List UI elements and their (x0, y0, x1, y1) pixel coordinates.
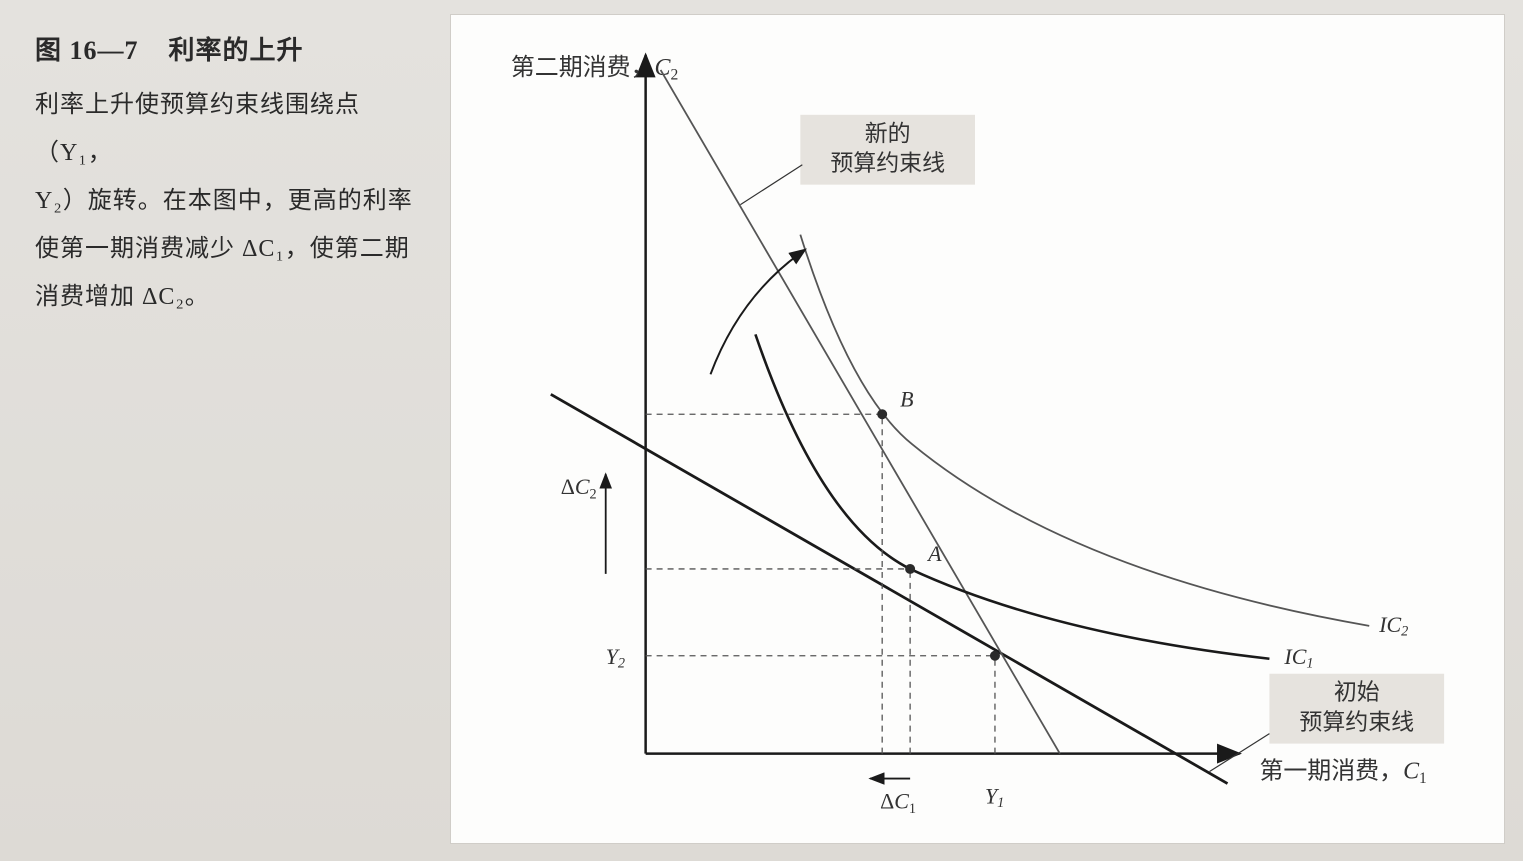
caption-line: Y₂）旋转。在本图中，更高的利率 (35, 177, 435, 225)
figure-title-text: 利率的上升 (169, 36, 304, 65)
svg-text:B: B (900, 386, 913, 411)
svg-text:第二期消费，C2: 第二期消费，C2 (511, 54, 678, 84)
svg-text:IC1: IC1 (1283, 644, 1313, 672)
figure-number: 图 16—7 (35, 36, 139, 65)
figure-title: 图 16—7 利率的上升 (35, 30, 435, 67)
chart-panel: 第二期消费，C2第一期消费，C1ABY1Y2IC1IC2新的预算约束线初始预算约… (450, 14, 1505, 844)
svg-text:预算约束线: 预算约束线 (1299, 710, 1414, 735)
svg-text:初始: 初始 (1334, 680, 1380, 705)
svg-text:Y1: Y1 (985, 783, 1004, 811)
svg-text:IC2: IC2 (1378, 612, 1408, 640)
svg-text:预算约束线: 预算约束线 (830, 151, 945, 176)
caption-line: 使第一期消费减少 ΔC₁，使第二期 (35, 225, 435, 273)
svg-text:Y2: Y2 (606, 644, 625, 672)
figure-caption: 利率上升使预算约束线围绕点（Y₁， Y₂）旋转。在本图中，更高的利率 使第一期消… (35, 81, 435, 321)
svg-text:ΔC2: ΔC2 (561, 474, 597, 502)
caption-line: 消费增加 ΔC₂。 (35, 273, 435, 321)
svg-text:ΔC1: ΔC1 (880, 788, 916, 816)
svg-text:新的: 新的 (865, 121, 911, 146)
chart-svg: 第二期消费，C2第一期消费，C1ABY1Y2IC1IC2新的预算约束线初始预算约… (451, 15, 1504, 843)
svg-text:第一期消费，C1: 第一期消费，C1 (1259, 758, 1426, 788)
caption-column: 图 16—7 利率的上升 利率上升使预算约束线围绕点（Y₁， Y₂）旋转。在本图… (35, 30, 435, 321)
svg-text:A: A (926, 541, 942, 566)
caption-line: 利率上升使预算约束线围绕点（Y₁， (35, 81, 435, 177)
